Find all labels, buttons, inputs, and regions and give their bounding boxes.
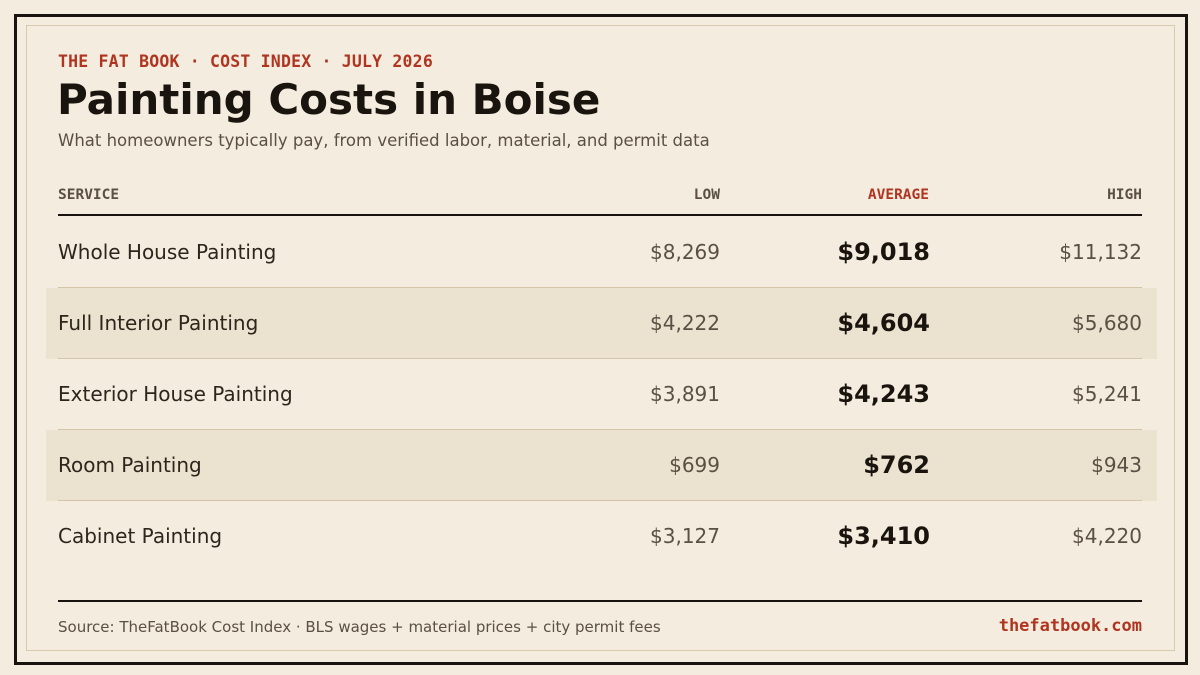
- outer-frame: [14, 14, 1188, 665]
- row-divider: [58, 500, 1142, 501]
- average-value: $3,410: [837, 522, 930, 550]
- inner-frame: [26, 25, 1175, 651]
- table-row: Exterior House Painting $3,891 $4,243 $5…: [46, 359, 1157, 430]
- column-header-average: AVERAGE: [867, 187, 929, 203]
- high-value: $11,132: [1059, 240, 1142, 264]
- service-name: Full Interior Painting: [58, 311, 259, 335]
- site-link[interactable]: thefatbook.com: [998, 616, 1142, 636]
- kicker-label: THE FAT BOOK · COST INDEX · JULY 2026: [58, 52, 433, 71]
- high-value: $5,680: [1072, 311, 1142, 335]
- average-value: $9,018: [837, 238, 930, 266]
- row-divider: [58, 287, 1142, 288]
- average-value: $4,604: [837, 309, 930, 337]
- header-divider: [58, 214, 1142, 216]
- high-value: $943: [1091, 453, 1142, 477]
- average-value: $762: [863, 451, 930, 479]
- high-value: $4,220: [1072, 524, 1142, 548]
- column-header-service: SERVICE: [58, 187, 120, 203]
- row-divider: [58, 358, 1142, 359]
- column-header-high: HIGH: [1107, 187, 1142, 203]
- page-subtitle: What homeowners typically pay, from veri…: [58, 131, 710, 150]
- table-row: Room Painting $699 $762 $943: [46, 430, 1157, 501]
- service-name: Exterior House Painting: [58, 382, 293, 406]
- source-note: Source: TheFatBook Cost Index · BLS wage…: [58, 618, 661, 636]
- service-name: Cabinet Painting: [58, 524, 223, 548]
- column-header-low: LOW: [693, 187, 720, 203]
- row-divider: [58, 429, 1142, 430]
- low-value: $4,222: [650, 311, 720, 335]
- table-row: Full Interior Painting $4,222 $4,604 $5,…: [46, 288, 1157, 359]
- page-title: Painting Costs in Boise: [57, 75, 601, 124]
- high-value: $5,241: [1072, 382, 1142, 406]
- low-value: $699: [669, 453, 720, 477]
- table-row: Cabinet Painting $3,127 $3,410 $4,220: [46, 501, 1157, 572]
- low-value: $3,891: [650, 382, 720, 406]
- service-name: Room Painting: [58, 453, 202, 477]
- table-row: Whole House Painting $8,269 $9,018 $11,1…: [46, 217, 1157, 288]
- low-value: $8,269: [650, 240, 720, 264]
- footer-divider: [58, 600, 1142, 602]
- service-name: Whole House Painting: [58, 240, 277, 264]
- average-value: $4,243: [837, 380, 930, 408]
- low-value: $3,127: [650, 524, 720, 548]
